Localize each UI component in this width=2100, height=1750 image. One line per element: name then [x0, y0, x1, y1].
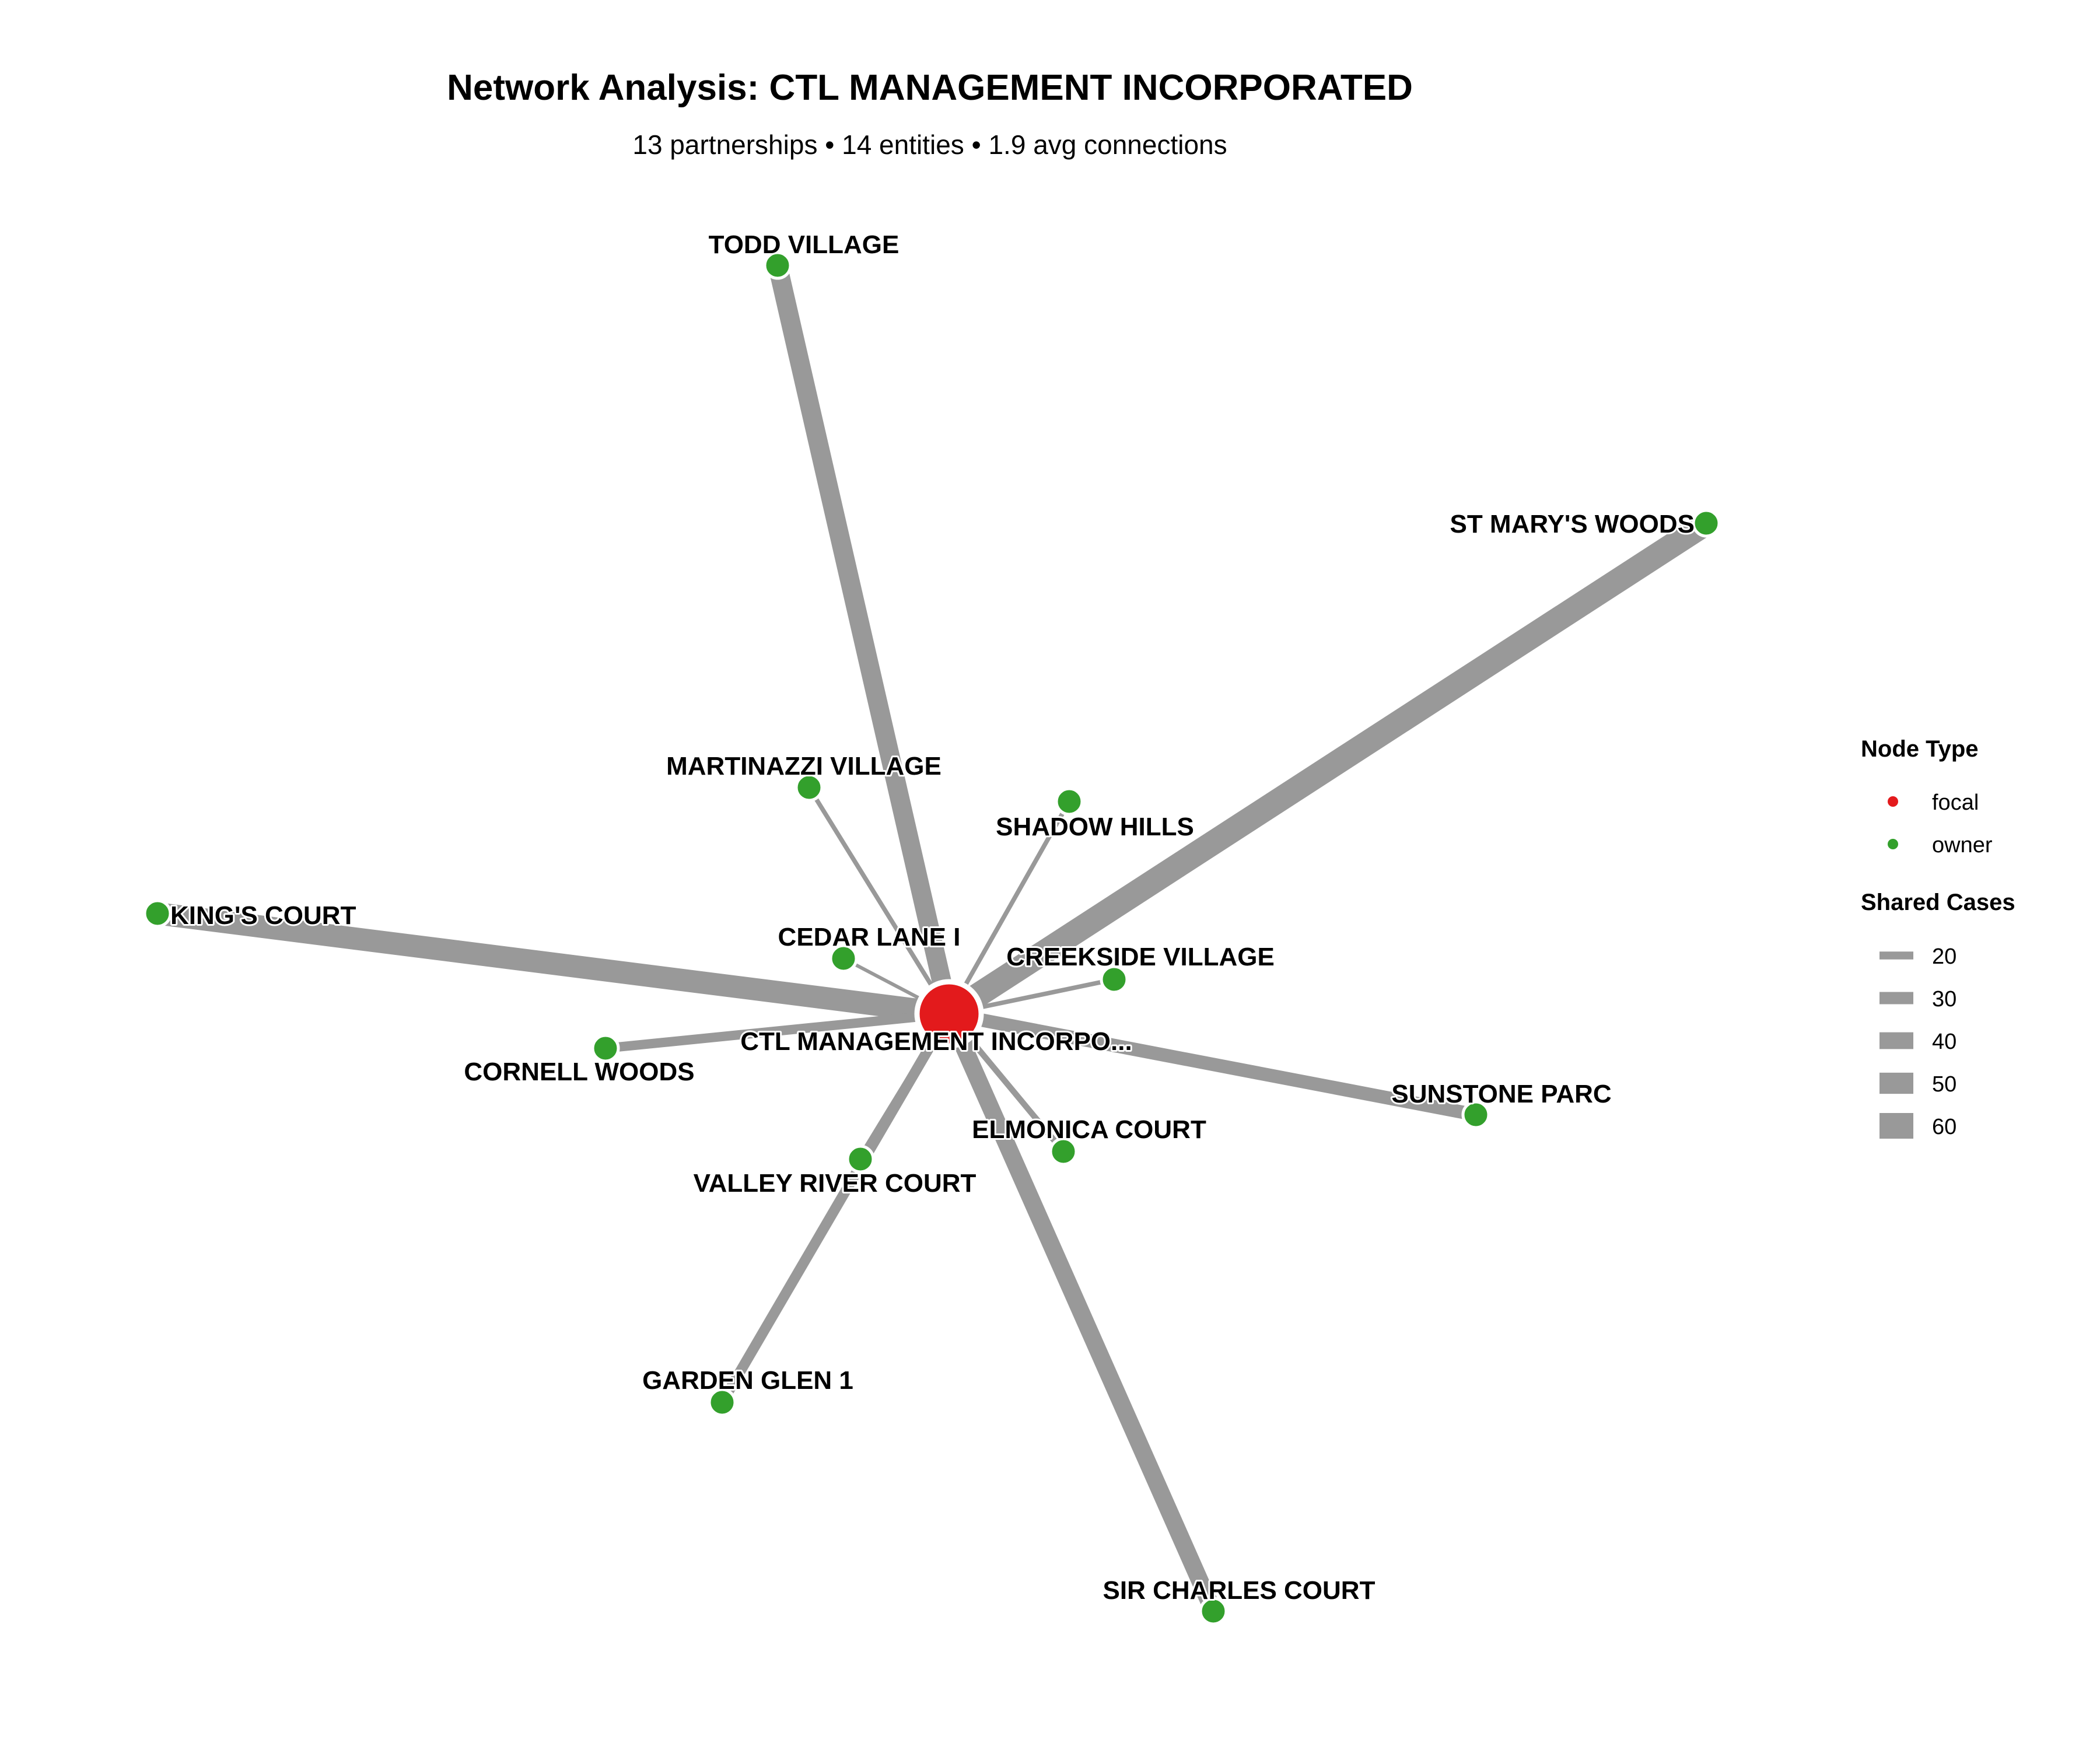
node-martinazzi[interactable] — [794, 773, 824, 802]
legend-shared-cases-title: Shared Cases — [1861, 890, 2015, 915]
node-sunstone[interactable] — [1461, 1100, 1490, 1129]
legend-width-label-20: 20 — [1932, 944, 1957, 969]
node-label-valley: VALLEY RIVER COURT — [694, 1169, 977, 1198]
edge-martinazzi — [807, 786, 951, 1016]
node-valley[interactable] — [846, 1144, 875, 1174]
edge-cornell — [605, 1009, 950, 1054]
legend-node-type-title: Node Type — [1861, 736, 1979, 762]
node-label-sircharles: SIR CHARLES COURT — [1103, 1576, 1376, 1605]
node-layer — [143, 251, 1721, 1626]
legend-width-label-50: 50 — [1932, 1072, 1957, 1097]
chart-title: Network Analysis: CTL MANAGEMENT INCORPO… — [447, 68, 1413, 108]
edge-sunstone — [947, 1007, 1478, 1122]
legend-swatch-focal — [1888, 796, 1898, 807]
edge-shadow — [947, 800, 1072, 1015]
node-elmonica[interactable] — [1049, 1137, 1078, 1166]
legend-width-label-60: 60 — [1932, 1115, 1957, 1139]
node-label-stmary: ST MARY'S WOODS — [1450, 510, 1695, 538]
node-label-elmonica: ELMONICA COURT — [972, 1115, 1206, 1144]
legend-label-focal: focal — [1932, 790, 1979, 815]
legend-width-label-40: 40 — [1932, 1030, 1957, 1054]
node-creekside[interactable] — [1100, 965, 1129, 994]
node-label-garden: GARDEN GLEN 1 — [642, 1366, 853, 1395]
edge-garden — [718, 1011, 954, 1405]
legend-label-owner: owner — [1932, 833, 1993, 858]
edge-todd — [768, 263, 959, 1016]
chart-subtitle: 13 partnerships • 14 entities • 1.9 avg … — [632, 130, 1227, 160]
legend-shared-cases: 20 30 40 50 60 — [1880, 944, 1957, 1139]
node-kings[interactable] — [143, 899, 172, 928]
node-label-sunstone: SUNSTONE PARC — [1391, 1080, 1611, 1108]
node-todd[interactable] — [763, 251, 792, 280]
node-label-todd: TODD VILLAGE — [709, 230, 900, 259]
node-stmary[interactable] — [1692, 509, 1721, 538]
node-label-cornell: CORNELL WOODS — [464, 1058, 694, 1086]
node-label-cedar: CEDAR LANE I — [778, 923, 961, 951]
node-focal-ctl[interactable] — [914, 979, 984, 1049]
node-sircharles[interactable] — [1199, 1597, 1228, 1626]
edge-stmary — [942, 513, 1713, 1024]
legend-node-types: focal owner — [1888, 790, 1993, 858]
legend-width-label-30: 30 — [1932, 987, 1957, 1012]
legend: Node Type focal owner Shared Cases 20 30 40… — [1861, 736, 2015, 1139]
node-cedar[interactable] — [829, 944, 858, 973]
node-label-kings: KING'S COURT — [170, 901, 356, 930]
node-label-focal: CTL MANAGEMENT INCORPO... — [740, 1027, 1132, 1056]
node-shadow[interactable] — [1055, 787, 1084, 816]
edge-sircharles — [941, 1010, 1222, 1615]
node-cornell[interactable] — [591, 1034, 620, 1063]
node-label-shadow: SHADOW HILLS — [996, 813, 1194, 841]
node-label-martinazzi: MARTINAZZI VILLAGE — [666, 752, 942, 780]
node-label-creekside: CREEKSIDE VILLAGE — [1006, 943, 1275, 971]
legend-swatch-owner — [1888, 839, 1898, 849]
node-garden[interactable] — [708, 1388, 737, 1417]
label-layer: TODD VILLAGE ST MARY'S WOODS MARTINAZZI VI… — [169, 229, 1696, 1606]
edge-kings — [156, 902, 951, 1025]
